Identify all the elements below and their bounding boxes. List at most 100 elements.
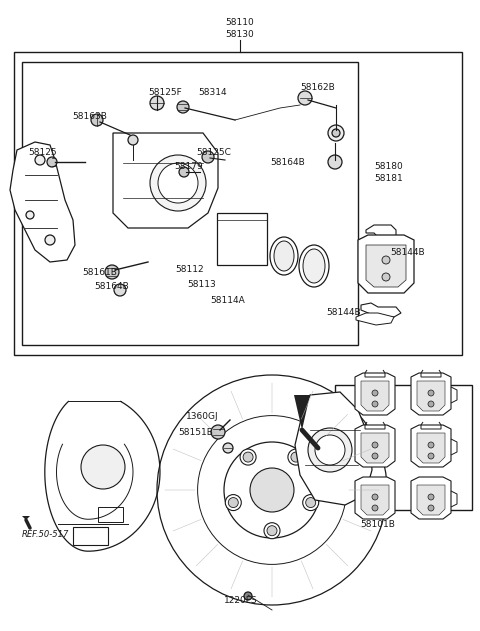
Polygon shape — [295, 392, 372, 505]
Circle shape — [267, 526, 277, 536]
Circle shape — [428, 494, 434, 500]
Circle shape — [382, 273, 390, 281]
Circle shape — [243, 452, 253, 462]
Circle shape — [45, 235, 55, 245]
Polygon shape — [361, 485, 389, 515]
Circle shape — [177, 101, 189, 113]
Polygon shape — [358, 235, 414, 293]
Circle shape — [428, 401, 434, 407]
Text: 58125: 58125 — [28, 148, 57, 157]
Text: 58110: 58110 — [226, 18, 254, 27]
Polygon shape — [10, 142, 75, 262]
Polygon shape — [411, 425, 451, 467]
Polygon shape — [355, 477, 395, 519]
Circle shape — [372, 442, 378, 448]
Text: 58130: 58130 — [226, 30, 254, 39]
Text: 58179: 58179 — [174, 162, 203, 171]
Text: 1360GJ: 1360GJ — [186, 412, 218, 421]
Text: 58144B: 58144B — [326, 308, 360, 317]
Text: 58125F: 58125F — [148, 88, 182, 97]
Bar — [335, 385, 472, 510]
Circle shape — [308, 428, 352, 472]
Polygon shape — [411, 477, 451, 519]
Polygon shape — [22, 516, 30, 520]
Polygon shape — [294, 395, 310, 430]
Text: 1220FS: 1220FS — [224, 596, 257, 605]
Ellipse shape — [303, 249, 325, 283]
Text: 58164B: 58164B — [270, 158, 305, 167]
Circle shape — [179, 167, 189, 177]
Circle shape — [303, 495, 319, 510]
Circle shape — [157, 375, 387, 605]
Text: 58180: 58180 — [374, 162, 403, 171]
Polygon shape — [356, 313, 394, 325]
Circle shape — [81, 445, 125, 489]
Circle shape — [298, 91, 312, 105]
Circle shape — [328, 155, 342, 169]
Text: 58164B: 58164B — [94, 282, 129, 291]
Circle shape — [105, 265, 119, 279]
Bar — [98, 507, 123, 522]
Circle shape — [288, 449, 304, 465]
Polygon shape — [355, 373, 395, 415]
Text: 58114A: 58114A — [210, 296, 245, 305]
Text: 58161B: 58161B — [82, 268, 117, 277]
Circle shape — [428, 390, 434, 396]
Ellipse shape — [274, 241, 294, 271]
Circle shape — [244, 592, 252, 600]
Circle shape — [428, 505, 434, 511]
Circle shape — [382, 256, 390, 264]
Circle shape — [315, 435, 345, 465]
Text: 58101B: 58101B — [360, 520, 396, 529]
Polygon shape — [366, 225, 396, 237]
Polygon shape — [411, 373, 451, 415]
Polygon shape — [417, 381, 445, 411]
Text: 58162B: 58162B — [300, 83, 335, 92]
Text: REF.50-517: REF.50-517 — [22, 530, 70, 539]
Circle shape — [26, 211, 34, 219]
Polygon shape — [417, 485, 445, 515]
Circle shape — [225, 495, 241, 510]
Circle shape — [332, 129, 340, 137]
Circle shape — [328, 125, 344, 141]
Ellipse shape — [270, 237, 298, 275]
Circle shape — [291, 452, 301, 462]
Circle shape — [211, 425, 225, 439]
Text: 58314: 58314 — [198, 88, 227, 97]
Circle shape — [264, 522, 280, 539]
Circle shape — [372, 453, 378, 459]
Text: 58181: 58181 — [374, 174, 403, 183]
Ellipse shape — [299, 245, 329, 287]
Polygon shape — [417, 433, 445, 463]
Polygon shape — [355, 425, 395, 467]
Circle shape — [250, 468, 294, 512]
Bar — [73, 527, 108, 545]
Circle shape — [306, 498, 316, 507]
Circle shape — [372, 390, 378, 396]
Circle shape — [35, 155, 45, 165]
Circle shape — [372, 401, 378, 407]
Circle shape — [158, 163, 198, 203]
Circle shape — [114, 284, 126, 296]
Circle shape — [224, 442, 320, 538]
Circle shape — [428, 442, 434, 448]
Text: 58151B: 58151B — [178, 428, 213, 437]
Polygon shape — [361, 303, 401, 317]
Circle shape — [223, 443, 233, 453]
Bar — [14, 52, 462, 355]
Circle shape — [198, 416, 347, 564]
Bar — [22, 62, 358, 345]
Polygon shape — [361, 381, 389, 411]
Circle shape — [128, 135, 138, 145]
Circle shape — [202, 151, 214, 163]
Circle shape — [91, 114, 103, 126]
Circle shape — [372, 494, 378, 500]
Polygon shape — [361, 433, 389, 463]
Circle shape — [47, 157, 57, 167]
Text: 58163B: 58163B — [72, 112, 107, 121]
Polygon shape — [113, 133, 218, 228]
Text: 58125C: 58125C — [196, 148, 231, 157]
Polygon shape — [366, 245, 406, 287]
Text: 58144B: 58144B — [390, 248, 425, 257]
Circle shape — [240, 449, 256, 465]
